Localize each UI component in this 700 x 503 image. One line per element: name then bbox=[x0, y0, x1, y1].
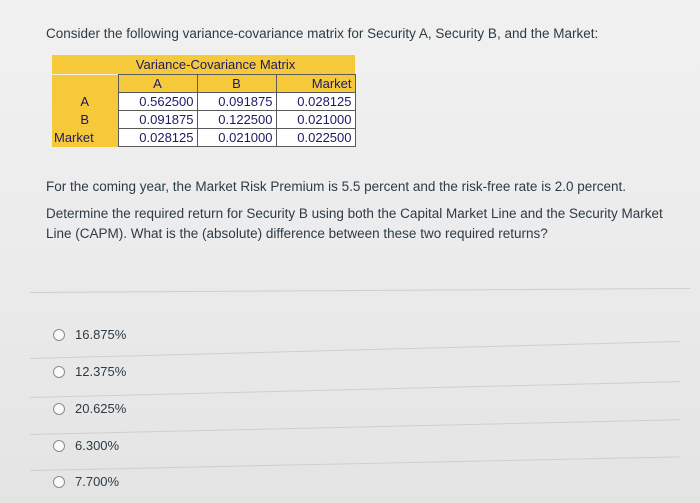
matrix-cell: 0.028125 bbox=[275, 92, 356, 111]
question-prompt: Determine the required return for Securi… bbox=[46, 206, 663, 241]
divider bbox=[29, 381, 680, 398]
matrix-col-header: B bbox=[196, 74, 277, 93]
radio-button[interactable] bbox=[53, 402, 65, 415]
radio-button[interactable] bbox=[53, 328, 65, 341]
answer-label: 16.875% bbox=[75, 327, 127, 342]
matrix-cell: 0.091875 bbox=[196, 92, 277, 111]
matrix-cell: 0.022500 bbox=[275, 128, 356, 147]
matrix-cell: 0.021000 bbox=[196, 128, 277, 147]
matrix-caption: Variance-Covariance Matrix bbox=[52, 55, 355, 74]
variance-covariance-matrix: Variance-Covariance Matrix A B Market A … bbox=[52, 55, 356, 147]
answer-label: 6.300% bbox=[75, 438, 120, 453]
answer-label: 20.625% bbox=[75, 401, 127, 416]
answer-option-2[interactable]: 12.375% bbox=[53, 364, 126, 379]
matrix-row-header: B bbox=[52, 110, 119, 129]
answer-label: 7.700% bbox=[75, 474, 120, 489]
matrix-row-header: A bbox=[52, 92, 119, 111]
divider bbox=[29, 456, 680, 471]
answer-option-4[interactable]: 6.300% bbox=[53, 438, 119, 453]
answer-option-1[interactable]: 16.875% bbox=[53, 327, 126, 342]
matrix-cell: 0.028125 bbox=[117, 128, 198, 147]
divider bbox=[29, 340, 680, 359]
matrix-header-row: A B Market bbox=[52, 74, 356, 93]
matrix-row: B 0.091875 0.122500 0.021000 bbox=[52, 110, 356, 129]
divider bbox=[29, 419, 680, 435]
question-premise: For the coming year, the Market Risk Pre… bbox=[46, 179, 626, 194]
matrix-corner-cell bbox=[52, 74, 119, 93]
divider bbox=[29, 287, 690, 293]
matrix-cell: 0.021000 bbox=[275, 110, 356, 129]
matrix-col-header: A bbox=[117, 74, 198, 93]
matrix-cell: 0.122500 bbox=[196, 110, 277, 129]
radio-button[interactable] bbox=[53, 365, 65, 378]
matrix-row: A 0.562500 0.091875 0.028125 bbox=[52, 92, 356, 111]
matrix-cell: 0.091875 bbox=[117, 110, 198, 129]
radio-button[interactable] bbox=[53, 439, 65, 452]
matrix-row: Market 0.028125 0.021000 0.022500 bbox=[52, 128, 356, 147]
answer-label: 12.375% bbox=[75, 364, 127, 379]
matrix-cell: 0.562500 bbox=[117, 92, 198, 111]
matrix-row-header: Market bbox=[52, 128, 119, 147]
answer-option-3[interactable]: 20.625% bbox=[53, 401, 126, 416]
matrix-col-header: Market bbox=[275, 74, 356, 93]
answer-option-5[interactable]: 7.700% bbox=[53, 474, 119, 489]
matrix-table: A B Market A 0.562500 0.091875 0.028125 … bbox=[52, 74, 356, 147]
question-title: Consider the following variance-covarian… bbox=[46, 26, 599, 41]
radio-button[interactable] bbox=[53, 475, 65, 488]
